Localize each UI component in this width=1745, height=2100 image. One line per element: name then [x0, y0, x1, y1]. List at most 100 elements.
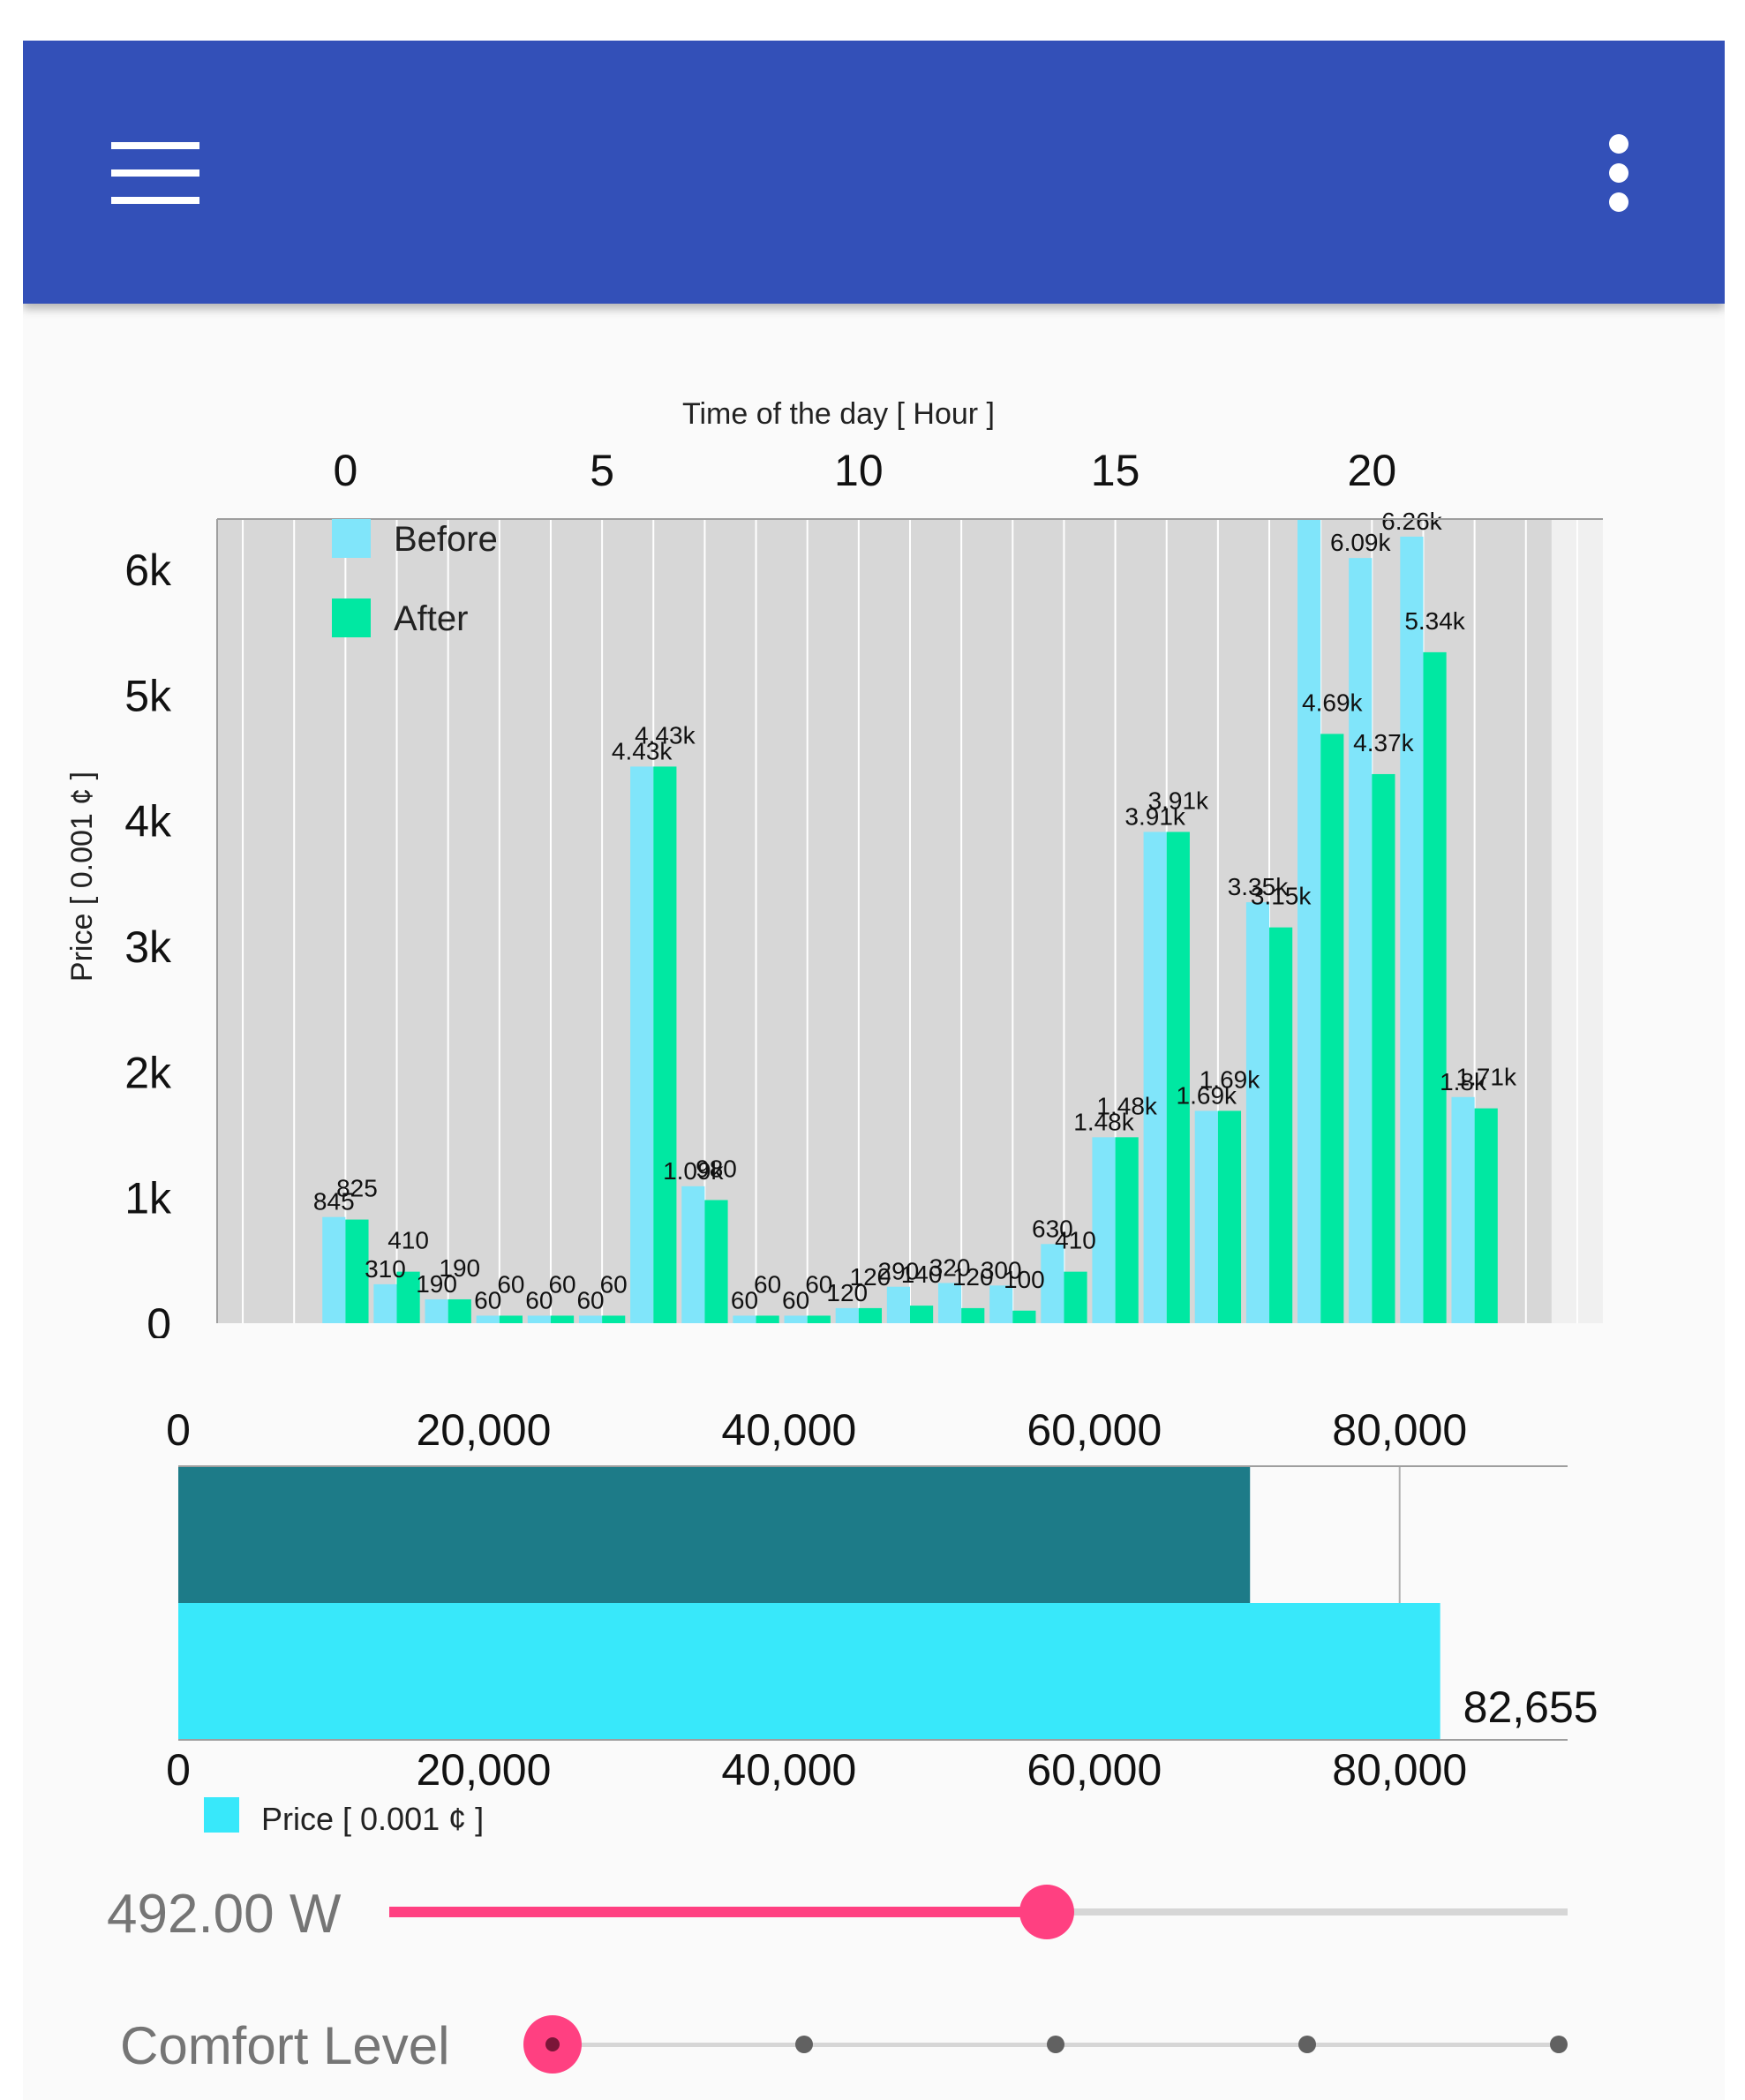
data-label: 290 — [878, 1258, 920, 1285]
bar-before-8 — [733, 1315, 756, 1323]
data-label: 1.71k — [1455, 1064, 1516, 1091]
data-label: 60 — [497, 1270, 524, 1298]
bottom-x-tick-label: 60,000 — [1027, 1745, 1162, 1795]
comfort-tick-2[interactable] — [1047, 2036, 1064, 2053]
bar-series — [322, 519, 1498, 1323]
bar-after-7 — [704, 1200, 728, 1323]
bar-after-12 — [961, 1307, 985, 1323]
bar-before-0 — [322, 1216, 346, 1323]
bar-after-14 — [1064, 1271, 1087, 1323]
bar-after-11 — [910, 1306, 934, 1323]
bar-after-19 — [1320, 734, 1344, 1323]
bar-after-0 — [345, 1219, 369, 1323]
bar-before-20 — [1349, 558, 1373, 1323]
x-tick-label: 20 — [1348, 446, 1397, 495]
data-label: 6.09k — [1330, 529, 1391, 556]
data-label: 3.91k — [1124, 802, 1185, 830]
data-label: 60 — [600, 1270, 628, 1298]
bar-before-10 — [835, 1307, 859, 1323]
bar-before-21 — [1400, 536, 1424, 1323]
y-tick-label: 1k — [124, 1174, 172, 1223]
data-label: 845 — [313, 1188, 355, 1216]
comfort-tick-3[interactable] — [1298, 2036, 1316, 2053]
bar-before-1 — [373, 1283, 397, 1323]
data-label: 3.91k — [1148, 787, 1209, 814]
data-label: 4.69k — [1302, 689, 1363, 716]
data-label: 60 — [731, 1286, 758, 1313]
power-slider[interactable] — [367, 1881, 1585, 1943]
power-control: 492.00 W — [23, 1863, 1725, 1961]
bar-after-9 — [807, 1315, 831, 1323]
power-slider-fill — [389, 1907, 1047, 1917]
y-tick-label: 5k — [124, 671, 172, 720]
data-label: 190 — [439, 1254, 480, 1282]
legend-swatch-price — [204, 1797, 239, 1833]
bar-before-19 — [1297, 519, 1321, 1323]
data-label: 825 — [336, 1175, 378, 1202]
data-label: 6.26k — [1381, 508, 1442, 535]
bar-after-5 — [602, 1315, 626, 1323]
hamburger-menu-icon[interactable] — [94, 124, 217, 222]
bar-after-17 — [1217, 1110, 1242, 1323]
comfort-level-slider[interactable] — [517, 2013, 1594, 2075]
legend-label-before: Before — [394, 520, 498, 559]
comfort-control: Comfort Level — [23, 1996, 1725, 2093]
chart-legend: Price [ 0.001 ¢ ] — [204, 1797, 484, 1837]
bar-after-21 — [1423, 651, 1447, 1323]
bar-after-20 — [1372, 773, 1395, 1323]
comfort-slider-thumb[interactable] — [523, 2015, 582, 2074]
top-x-tick-label: 0 — [166, 1405, 191, 1455]
chart-legend: Before After — [332, 519, 498, 638]
data-label: 1.69k — [1200, 1065, 1260, 1093]
x-tick-label: 5 — [590, 446, 614, 495]
app-screen: 845 310 190 60 60 60 4.43k 1.09k 60 60 120 290 320 30… — [23, 41, 1725, 2100]
data-label: 320 — [929, 1253, 971, 1281]
total-bar-1 — [178, 1603, 1440, 1740]
bar-before-3 — [476, 1315, 500, 1323]
data-label: 60 — [548, 1270, 575, 1298]
data-label: 120 — [850, 1263, 891, 1291]
total-bar-value-label: 82,655 — [1463, 1682, 1598, 1732]
x-tick-label: 10 — [834, 446, 884, 495]
data-label: 60 — [525, 1286, 553, 1313]
y-tick-label: 3k — [124, 922, 172, 972]
data-label: 60 — [474, 1286, 501, 1313]
x-tick-label: 15 — [1091, 446, 1140, 495]
bar-before-2 — [425, 1298, 448, 1323]
comfort-tick-4[interactable] — [1550, 2036, 1568, 2053]
data-label: 1.48k — [1096, 1092, 1157, 1119]
power-value: 492.00 W — [107, 1884, 342, 1945]
bar-before-16 — [1143, 832, 1167, 1323]
bar-after-8 — [756, 1315, 779, 1323]
total-price-chart: 82,655 0 0 20,000 20,000 40,000 40,000 60,000 6… — [166, 1405, 1598, 1837]
bottom-x-tick-label: 80,000 — [1332, 1745, 1467, 1795]
data-label: 1.48k — [1073, 1108, 1134, 1135]
data-label: 300 — [981, 1256, 1022, 1283]
data-label: 60 — [782, 1286, 809, 1313]
bar-before-6 — [630, 766, 654, 1323]
bar-after-4 — [550, 1315, 575, 1323]
bar-before-18 — [1245, 902, 1270, 1323]
data-label: 100 — [1004, 1266, 1045, 1293]
more-vert-icon[interactable] — [1583, 124, 1654, 222]
total-bar-0 — [178, 1466, 1251, 1603]
bar-before-17 — [1194, 1110, 1218, 1323]
data-label: 1.69k — [1177, 1081, 1237, 1109]
bar-after-15 — [1115, 1137, 1139, 1323]
y-tick-label: 6k — [124, 546, 172, 595]
bar-before-11 — [886, 1286, 910, 1323]
bar-after-18 — [1269, 927, 1293, 1323]
comfort-tick-1[interactable] — [795, 2036, 813, 2053]
bar-after-1 — [396, 1271, 420, 1323]
bar-after-2 — [448, 1298, 471, 1323]
data-label: 120 — [826, 1279, 868, 1306]
bar-before-14 — [1041, 1244, 1064, 1323]
data-label: 140 — [901, 1261, 943, 1288]
bottom-x-tick-label: 40,000 — [721, 1745, 856, 1795]
x-axis-title: Time of the day [ Hour ] — [682, 397, 995, 431]
bar-before-4 — [527, 1315, 551, 1323]
power-slider-thumb[interactable] — [1019, 1885, 1074, 1939]
bar-after-6 — [653, 766, 677, 1323]
data-label: 4.43k — [612, 737, 673, 764]
